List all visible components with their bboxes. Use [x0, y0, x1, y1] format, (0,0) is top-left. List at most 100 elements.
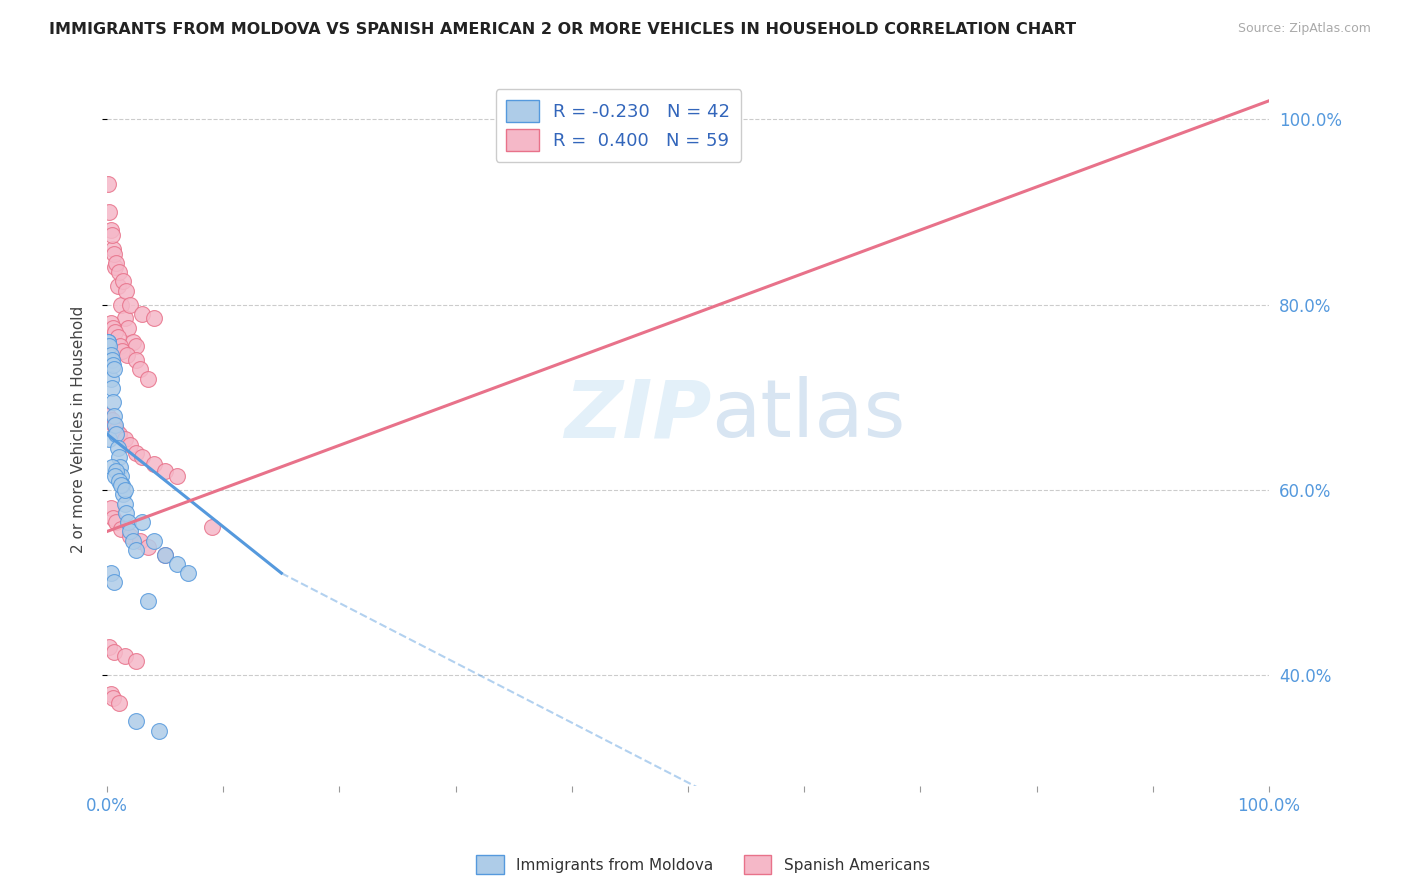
- Point: [121, 334, 143, 349]
- Point: [120, 524, 142, 539]
- Point: [100, 686, 122, 700]
- Text: ZIP: ZIP: [564, 376, 711, 454]
- Point: [110, 297, 132, 311]
- Point: [103, 575, 125, 590]
- Point: [107, 474, 129, 488]
- Point: [114, 311, 136, 326]
- Point: [97, 409, 120, 423]
- Point: [100, 413, 122, 427]
- Text: IMMIGRANTS FROM MOLDOVA VS SPANISH AMERICAN 2 OR MORE VEHICLES IN HOUSEHOLD CORR: IMMIGRANTS FROM MOLDOVA VS SPANISH AMERI…: [49, 22, 1077, 37]
- Point: [117, 320, 139, 334]
- Point: [125, 714, 148, 729]
- Point: [120, 529, 142, 543]
- Point: [177, 566, 200, 581]
- Point: [100, 566, 122, 581]
- Point: [108, 459, 131, 474]
- Point: [114, 284, 136, 298]
- Point: [104, 326, 127, 340]
- Point: [110, 522, 132, 536]
- Point: [101, 242, 124, 256]
- Point: [100, 353, 122, 368]
- Point: [148, 723, 170, 738]
- Legend: R = -0.230   N = 42, R =  0.400   N = 59: R = -0.230 N = 42, R = 0.400 N = 59: [495, 89, 741, 162]
- Point: [153, 548, 176, 562]
- Point: [105, 256, 128, 270]
- Point: [111, 343, 134, 358]
- Point: [111, 478, 134, 492]
- Point: [103, 246, 125, 260]
- Point: [101, 320, 124, 334]
- Point: [125, 353, 148, 368]
- Point: [110, 478, 132, 492]
- Point: [120, 297, 142, 311]
- Point: [107, 450, 129, 465]
- Point: [201, 520, 224, 534]
- Point: [131, 515, 153, 529]
- Point: [153, 548, 176, 562]
- Point: [166, 468, 188, 483]
- Point: [153, 464, 176, 478]
- Y-axis label: 2 or more Vehicles in Household: 2 or more Vehicles in Household: [72, 306, 86, 553]
- Point: [98, 640, 121, 655]
- Point: [128, 362, 150, 376]
- Point: [107, 696, 129, 710]
- Point: [100, 501, 122, 516]
- Point: [128, 533, 150, 548]
- Point: [107, 427, 129, 442]
- Point: [105, 427, 128, 442]
- Point: [98, 432, 121, 446]
- Point: [112, 274, 135, 288]
- Point: [112, 487, 135, 501]
- Legend: Immigrants from Moldova, Spanish Americans: Immigrants from Moldova, Spanish America…: [470, 849, 936, 880]
- Point: [100, 349, 122, 363]
- Point: [107, 279, 129, 293]
- Point: [100, 228, 122, 243]
- Point: [103, 417, 125, 432]
- Point: [142, 533, 165, 548]
- Point: [105, 423, 128, 437]
- Point: [117, 515, 139, 529]
- Point: [101, 358, 124, 372]
- Point: [136, 540, 159, 554]
- Point: [115, 349, 138, 363]
- Point: [114, 497, 136, 511]
- Point: [108, 339, 131, 353]
- Point: [107, 330, 129, 344]
- Point: [125, 339, 148, 353]
- Point: [502, 112, 524, 127]
- Point: [103, 645, 125, 659]
- Point: [125, 654, 148, 668]
- Point: [100, 223, 122, 237]
- Point: [131, 307, 153, 321]
- Point: [100, 316, 122, 330]
- Point: [125, 543, 148, 558]
- Point: [107, 265, 129, 279]
- Point: [101, 510, 124, 524]
- Point: [97, 334, 120, 349]
- Point: [136, 371, 159, 385]
- Text: Source: ZipAtlas.com: Source: ZipAtlas.com: [1237, 22, 1371, 36]
- Point: [107, 441, 129, 455]
- Point: [114, 649, 136, 664]
- Point: [142, 457, 165, 471]
- Point: [105, 464, 128, 478]
- Point: [120, 438, 142, 452]
- Point: [105, 515, 128, 529]
- Point: [98, 339, 121, 353]
- Point: [100, 381, 122, 395]
- Point: [131, 450, 153, 465]
- Point: [104, 260, 127, 275]
- Point: [101, 394, 124, 409]
- Point: [100, 459, 122, 474]
- Point: [136, 594, 159, 608]
- Point: [103, 409, 125, 423]
- Point: [104, 468, 127, 483]
- Point: [97, 177, 120, 191]
- Point: [114, 432, 136, 446]
- Point: [98, 205, 121, 219]
- Point: [103, 362, 125, 376]
- Point: [166, 557, 188, 571]
- Point: [121, 533, 143, 548]
- Point: [142, 311, 165, 326]
- Point: [114, 506, 136, 520]
